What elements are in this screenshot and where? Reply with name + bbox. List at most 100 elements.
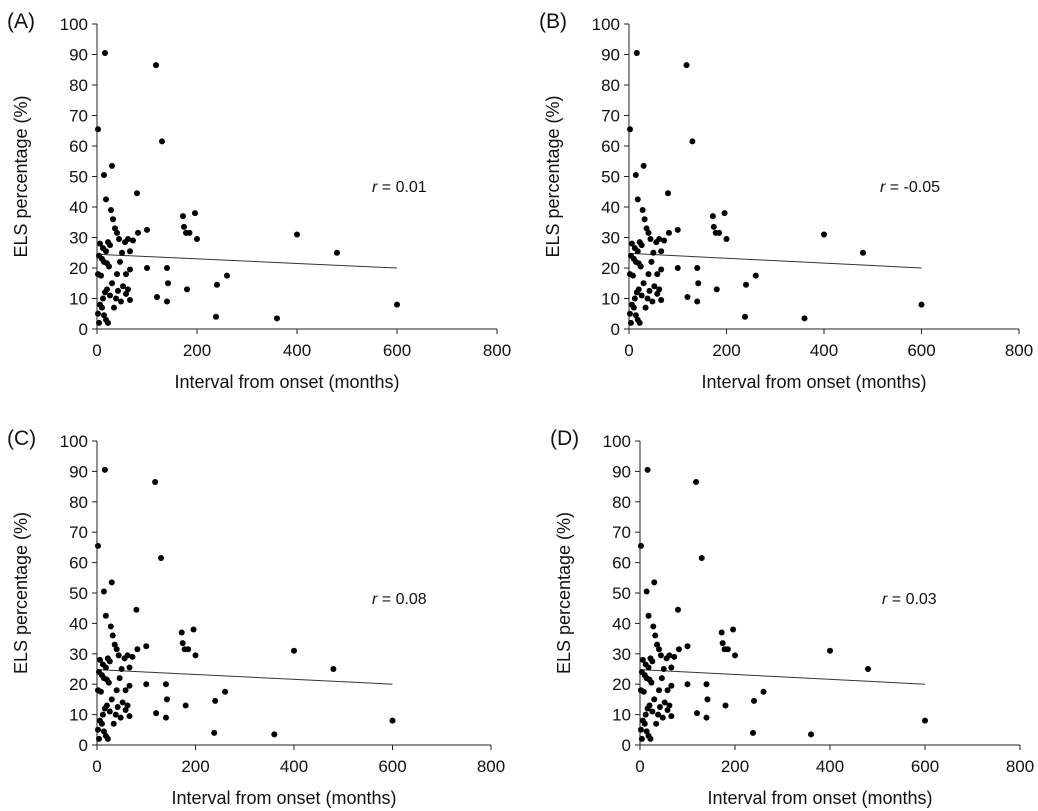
data-point xyxy=(211,729,218,736)
data-point xyxy=(102,664,109,671)
data-point xyxy=(118,666,125,672)
data-point xyxy=(119,699,126,706)
y-tick-label: 0 xyxy=(611,320,620,339)
chart-panel: (A) 0 10 20 30 40 50 60 70 80 90 100 0 200 400 600 800 In… xyxy=(7,10,511,392)
panel-label: (A) xyxy=(7,10,35,33)
panel-label: (B) xyxy=(539,10,567,33)
correlation-symbol: r xyxy=(880,179,886,196)
y-tick-label: 80 xyxy=(601,76,620,95)
data-point xyxy=(123,290,129,297)
data-point xyxy=(732,652,738,659)
trend-line xyxy=(639,669,926,685)
data-point xyxy=(640,280,647,287)
data-point xyxy=(95,310,101,317)
data-point xyxy=(110,216,116,223)
data-point xyxy=(119,249,125,256)
data-point xyxy=(716,229,723,236)
data-point xyxy=(165,280,171,287)
y-tick-label: 100 xyxy=(592,15,620,34)
x-tick-label: 0 xyxy=(624,341,633,360)
data-point xyxy=(750,729,757,736)
trend-line xyxy=(96,669,393,685)
data-point xyxy=(109,632,116,639)
data-point xyxy=(153,62,159,69)
data-point xyxy=(102,49,108,56)
data-point xyxy=(695,280,702,287)
data-point xyxy=(181,223,187,230)
data-point xyxy=(661,237,668,244)
data-point xyxy=(116,236,122,243)
data-point xyxy=(649,658,656,665)
y-tick-label: 100 xyxy=(60,432,88,451)
data-point xyxy=(703,714,710,721)
y-tick-label: 80 xyxy=(69,493,88,512)
correlation-annotation: r = -0.05 xyxy=(880,179,940,196)
x-tick-label: 600 xyxy=(378,757,406,776)
panel-label: (C) xyxy=(7,427,36,450)
x-axis-title: Interval from onset (months) xyxy=(171,788,396,808)
data-point xyxy=(224,272,230,279)
data-point xyxy=(94,726,101,733)
data-point xyxy=(114,271,120,278)
data-point xyxy=(106,658,113,665)
data-point xyxy=(633,49,640,56)
y-tick-label: 40 xyxy=(612,614,631,633)
data-point xyxy=(126,682,133,689)
data-point xyxy=(821,231,827,238)
data-point xyxy=(117,258,123,265)
data-point xyxy=(643,225,650,232)
data-point xyxy=(647,236,654,243)
data-point xyxy=(648,258,655,265)
data-point xyxy=(640,162,647,169)
data-point xyxy=(655,711,662,718)
data-point xyxy=(113,646,120,653)
data-point xyxy=(653,720,660,727)
correlation-symbol: r xyxy=(372,591,378,608)
data-point xyxy=(334,249,340,256)
data-point xyxy=(698,555,705,562)
x-tick-label: 400 xyxy=(816,757,844,776)
data-point xyxy=(664,687,671,694)
y-tick-label: 80 xyxy=(612,493,631,512)
data-point xyxy=(722,702,729,709)
data-point xyxy=(642,304,649,311)
data-point xyxy=(674,226,681,233)
data-point xyxy=(122,707,129,714)
data-point xyxy=(683,62,690,69)
data-point xyxy=(723,236,730,243)
data-point xyxy=(657,652,664,659)
y-tick-label: 50 xyxy=(601,168,620,187)
data-point xyxy=(638,292,645,299)
data-point xyxy=(658,266,665,273)
y-tick-label: 60 xyxy=(69,137,88,156)
data-point xyxy=(654,290,661,297)
y-axis-title: ELS percentage (%) xyxy=(554,512,574,674)
data-point xyxy=(648,679,655,686)
y-tick-label: 30 xyxy=(69,645,88,664)
y-tick-label: 50 xyxy=(69,168,88,187)
data-point xyxy=(105,679,112,686)
x-axis-title: Interval from onset (months) xyxy=(707,788,932,808)
data-point xyxy=(134,646,141,653)
y-tick-label: 60 xyxy=(601,137,620,156)
data-point xyxy=(694,710,700,717)
data-point xyxy=(656,704,663,710)
data-point xyxy=(111,304,117,311)
data-point xyxy=(656,286,663,293)
data-point xyxy=(668,682,675,689)
data-point xyxy=(659,714,666,721)
y-tick-label: 90 xyxy=(69,462,88,481)
data-point xyxy=(185,646,192,653)
data-point xyxy=(144,226,150,233)
data-point xyxy=(654,271,661,278)
x-tick-label: 800 xyxy=(1005,341,1033,360)
data-point xyxy=(133,606,140,613)
y-tick-label: 0 xyxy=(622,736,631,755)
data-point xyxy=(637,263,644,270)
data-point xyxy=(649,708,656,715)
x-tick-label: 200 xyxy=(712,341,740,360)
data-point xyxy=(134,190,140,197)
data-point xyxy=(710,223,717,230)
data-point xyxy=(645,612,652,619)
trend-line xyxy=(628,252,922,269)
